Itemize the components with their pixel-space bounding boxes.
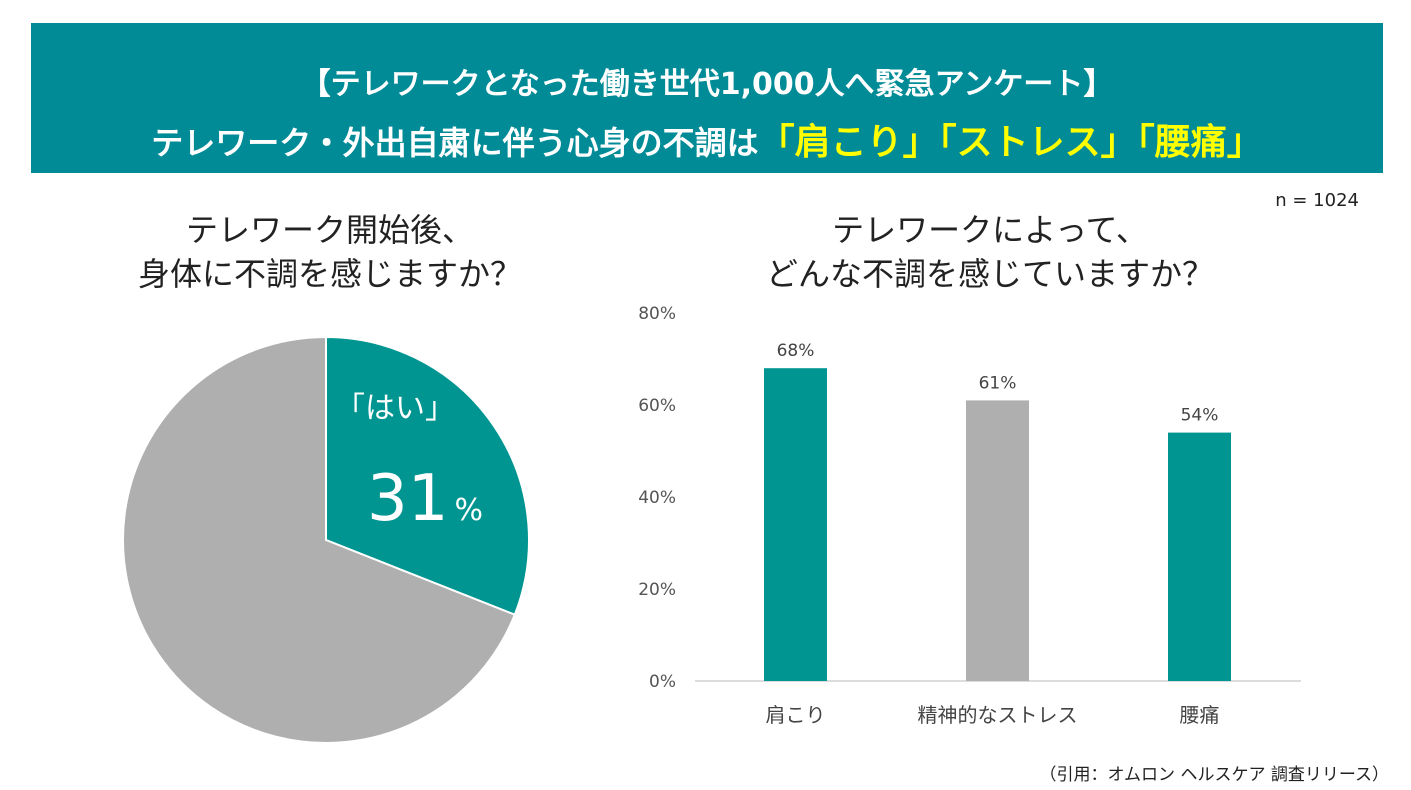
bar-title: テレワークによって、 どんな不調を感じていますか？ bbox=[700, 208, 1280, 296]
y-tick-label: 80% bbox=[638, 304, 676, 324]
x-tick-label: 肩こり bbox=[766, 703, 826, 727]
highlight-3: 「腰痛」 bbox=[1136, 122, 1263, 163]
sample-size: n = 1024 bbox=[1275, 190, 1359, 211]
x-tick-label: 腰痛 bbox=[1180, 703, 1220, 727]
y-tick-label: 0% bbox=[649, 672, 676, 692]
y-tick-label: 20% bbox=[638, 580, 676, 600]
bar-data-label: 54% bbox=[1181, 406, 1219, 426]
highlight-2: 「ストレス」 bbox=[938, 122, 1137, 163]
x-tick-label: 精神的なストレス bbox=[918, 703, 1078, 727]
banner-line-2-text: テレワーク・外出自粛に伴う心身の不調は bbox=[151, 124, 759, 162]
pie-slice-1 bbox=[122, 335, 517, 744]
bar-title-line-1: テレワークによって、 bbox=[832, 211, 1148, 249]
y-tick-label: 60% bbox=[638, 396, 676, 416]
bar-data-label: 68% bbox=[777, 341, 815, 361]
pie-slice-0 bbox=[325, 335, 530, 617]
title-banner: 【テレワークとなった働き世代1,000人へ緊急アンケート】 テレワーク・外出自粛… bbox=[31, 23, 1383, 173]
pie-title-line-2: 身体に不調を感じますか？ bbox=[137, 255, 522, 293]
bar-title-line-2: どんな不調を感じていますか？ bbox=[765, 255, 1214, 293]
pie-title-line-1: テレワーク開始後、 bbox=[185, 211, 474, 249]
banner-line-1: 【テレワークとなった働き世代1,000人へ緊急アンケート】 bbox=[300, 67, 1114, 102]
bar-data-label: 61% bbox=[979, 373, 1017, 393]
banner-line-2: テレワーク・外出自粛に伴う心身の不調は「肩こり」「ストレス」「腰痛」 bbox=[31, 113, 1383, 165]
bar-2 bbox=[1168, 432, 1231, 681]
source-citation: （引用：オムロン ヘルスケア 調査リリース） bbox=[1039, 765, 1389, 785]
pie-title: テレワーク開始後、 身体に不調を感じますか？ bbox=[80, 208, 580, 296]
bar-1 bbox=[966, 400, 1029, 681]
bar-0 bbox=[764, 368, 827, 681]
pie-slice-label: 「はい」 bbox=[335, 391, 455, 426]
highlight-1: 「肩こり」 bbox=[758, 122, 939, 163]
pie-slice-value: 31% bbox=[367, 462, 483, 536]
y-tick-label: 40% bbox=[638, 488, 676, 508]
